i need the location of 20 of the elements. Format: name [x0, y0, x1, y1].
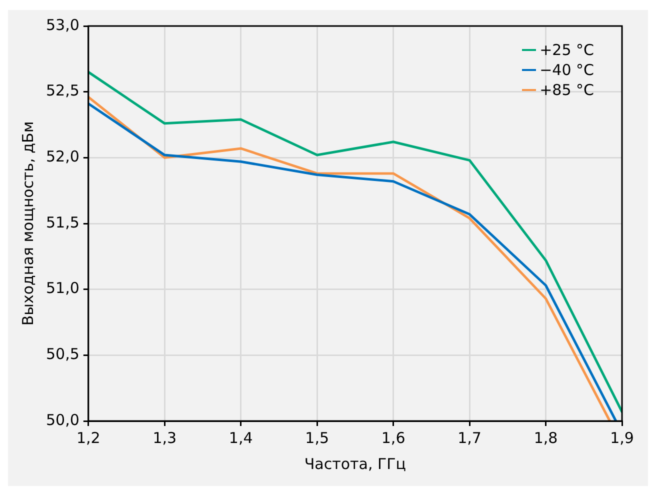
x-tick-label: 1,7: [458, 428, 482, 447]
y-tick-label: 52,5: [46, 82, 80, 100]
legend-label: −40 °C: [540, 61, 594, 79]
x-tick-label: 1,9: [610, 428, 634, 447]
x-tick-label: 1,5: [305, 428, 330, 447]
x-tick-label: 1,6: [381, 428, 406, 447]
legend-label: +25 °C: [540, 41, 594, 59]
x-tick-label: 1,8: [534, 428, 558, 447]
y-tick-label: 51,5: [46, 213, 80, 232]
y-tick-label: 51,0: [46, 279, 80, 298]
x-tick-label: 1,2: [76, 428, 100, 447]
y-tick-label: 50,5: [46, 345, 80, 364]
legend-label: +85 °C: [540, 81, 594, 99]
x-axis-title: Частота, ГГц: [304, 454, 406, 473]
y-tick-label: 52,0: [46, 148, 80, 166]
y-tick-label: 50,0: [46, 410, 80, 429]
x-tick-label: 1,3: [152, 428, 177, 447]
x-tick-label: 1,4: [228, 428, 253, 447]
y-axis-title: Выходная мощность, дБм: [18, 121, 37, 326]
y-tick-label: 53,0: [46, 16, 80, 34]
